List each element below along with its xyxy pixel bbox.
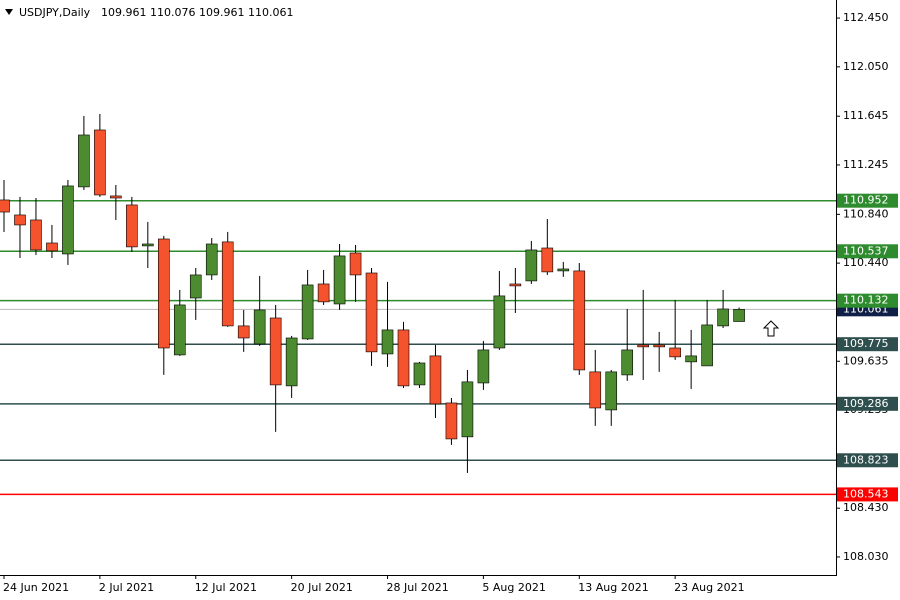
x-tick-label: 20 Jul 2021: [291, 581, 353, 594]
level-label-box: [837, 396, 898, 411]
header-high: 110.076: [150, 6, 196, 19]
level-label-box: [837, 293, 898, 308]
candle-body: [237, 325, 250, 339]
candle-body: [429, 355, 442, 405]
candle-body: [621, 349, 634, 376]
header-low: 109.961: [199, 6, 245, 19]
candle-body: [142, 243, 154, 247]
x-tick-label: 23 Aug 2021: [674, 581, 744, 594]
level-label: 109.775: [843, 337, 889, 350]
candle-body: [717, 308, 729, 327]
candle-body: [573, 270, 586, 371]
x-tick-label: 13 Aug 2021: [578, 581, 648, 594]
candle-body: [0, 199, 10, 213]
candle-body: [158, 238, 170, 349]
candle-body: [333, 255, 346, 305]
x-tick-label: 24 Jun 2021: [3, 581, 69, 594]
x-tick-label: 5 Aug 2021: [482, 581, 545, 594]
candle-body: [30, 219, 42, 251]
level-label: 110.952: [843, 194, 889, 207]
candle-body: [269, 317, 282, 386]
level-label-box: [837, 244, 898, 259]
candle-body: [46, 242, 58, 252]
candle-body: [349, 252, 362, 276]
candle-body: [413, 362, 426, 386]
candle-body: [589, 371, 602, 409]
candle-body: [62, 185, 74, 255]
symbol-title: USDJPY,Daily: [19, 6, 91, 19]
candle-body: [493, 295, 506, 349]
x-tick-label: 2 Jul 2021: [99, 581, 154, 594]
candle-body: [14, 214, 26, 226]
candle-body: [253, 309, 266, 345]
level-label: 109.286: [843, 397, 889, 410]
candle-body: [397, 329, 410, 387]
dropdown-icon[interactable]: [5, 9, 13, 15]
level-label-box: [837, 487, 898, 502]
x-tick-label: 28 Jul 2021: [387, 581, 449, 594]
chart-header: USDJPY,Daily 109.961 110.076 109.961 110…: [19, 6, 294, 19]
candle-body: [445, 402, 458, 440]
candle-body: [94, 129, 106, 196]
level-label: 108.543: [843, 487, 889, 500]
candle-body: [685, 355, 697, 363]
candle-body: [637, 344, 650, 348]
y-tick-label: 111.645: [843, 109, 889, 122]
arrow-icon[interactable]: [762, 320, 780, 337]
y-tick-label: 110.840: [843, 207, 889, 220]
candle-body: [78, 134, 90, 188]
candle-body: [477, 349, 490, 384]
level-label-box: [837, 337, 898, 352]
candle-body: [126, 204, 138, 248]
y-tick-label: 111.245: [843, 158, 889, 171]
candle-body: [110, 195, 122, 199]
candle-body: [301, 284, 314, 340]
candle-body: [173, 304, 186, 356]
candle-body: [189, 274, 202, 299]
candle-body: [221, 241, 234, 327]
candle-body: [365, 272, 378, 353]
candle-body: [541, 247, 554, 273]
y-tick-label: 108.430: [843, 501, 889, 514]
candle-body: [653, 344, 665, 348]
candle-body: [461, 381, 474, 438]
candle-body: [205, 243, 218, 276]
candle-body: [509, 283, 522, 287]
y-tick-label: 112.450: [843, 11, 889, 24]
y-tick-label: 112.050: [843, 60, 889, 73]
candle-body: [525, 249, 538, 282]
level-label: 108.823: [843, 453, 889, 466]
header-open: 109.961: [101, 6, 147, 19]
x-tick-label: 12 Jul 2021: [195, 581, 257, 594]
level-label: 110.537: [843, 244, 889, 257]
candle-body: [317, 283, 330, 303]
level-label-box: [837, 193, 898, 208]
candle-body: [285, 337, 298, 387]
candle-body: [381, 329, 394, 355]
candle-body: [557, 268, 570, 272]
y-tick-label: 109.635: [843, 354, 889, 367]
candle-body: [605, 371, 618, 411]
candle-body: [733, 309, 745, 322]
header-close: 110.061: [248, 6, 294, 19]
level-label-box: [837, 453, 898, 468]
candle-body: [669, 347, 681, 358]
y-tick-label: 108.030: [843, 550, 889, 563]
level-label: 110.132: [843, 294, 889, 307]
candle-body: [701, 324, 713, 367]
y-tick-label: 110.440: [843, 256, 889, 269]
